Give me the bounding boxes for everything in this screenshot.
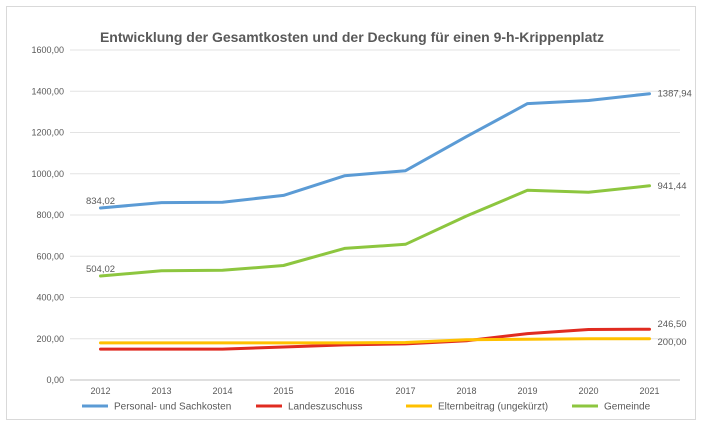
data-label: 1387,94: [658, 89, 692, 100]
data-label: 504,02: [86, 264, 115, 275]
legend: Personal- und Sachkosten Landeszuschuss El…: [82, 402, 651, 413]
data-labels: 834,02 1387,94 246,50 200,00 504,02 941,44: [86, 89, 692, 348]
y-tick-label: 0,00: [46, 375, 64, 385]
legend-label: Landeszuschuss: [288, 402, 363, 413]
legend-label: Elternbeitrag (ungekürzt): [438, 402, 548, 413]
x-tick-label: 2012: [90, 386, 110, 396]
x-axis-ticks: 2012 2013 2014 2015 2016 2017 2018 2019 2020 2021: [90, 386, 659, 396]
y-tick-label: 1600,00: [31, 45, 64, 55]
y-tick-label: 1400,00: [31, 86, 64, 96]
chart-frame: [6, 6, 696, 420]
legend-label: Personal- und Sachkosten: [114, 402, 231, 413]
x-tick-label: 2013: [151, 386, 171, 396]
y-tick-label: 800,00: [36, 210, 64, 220]
series-lines: [99, 92, 651, 351]
x-tick-label: 2018: [456, 386, 476, 396]
series-line-2: [99, 327, 651, 351]
data-label: 834,02: [86, 196, 115, 207]
chart-title: Entwicklung der Gesamtkosten und der Dec…: [100, 29, 604, 45]
x-tick-label: 2016: [334, 386, 354, 396]
y-tick-label: 600,00: [36, 251, 64, 261]
x-tick-label: 2021: [639, 386, 659, 396]
data-label: 941,44: [658, 181, 687, 192]
legend-label: Gemeinde: [604, 402, 651, 413]
data-label: 200,00: [658, 337, 687, 348]
y-tick-label: 200,00: [36, 334, 64, 344]
x-tick-label: 2019: [517, 386, 537, 396]
x-tick-label: 2017: [395, 386, 415, 396]
y-tick-label: 1000,00: [31, 169, 64, 179]
x-tick-label: 2014: [212, 386, 232, 396]
x-tick-label: 2015: [273, 386, 293, 396]
y-axis-ticks: 0,00 200,00 400,00 600,00 800,00 1000,00 1200,…: [31, 45, 64, 385]
y-tick-label: 400,00: [36, 293, 64, 303]
series-line-1: [99, 92, 651, 210]
data-label: 246,50: [658, 319, 687, 330]
series-line-4: [99, 184, 651, 278]
series-line-3: [99, 337, 651, 345]
x-tick-label: 2020: [578, 386, 598, 396]
y-tick-label: 1200,00: [31, 128, 64, 138]
